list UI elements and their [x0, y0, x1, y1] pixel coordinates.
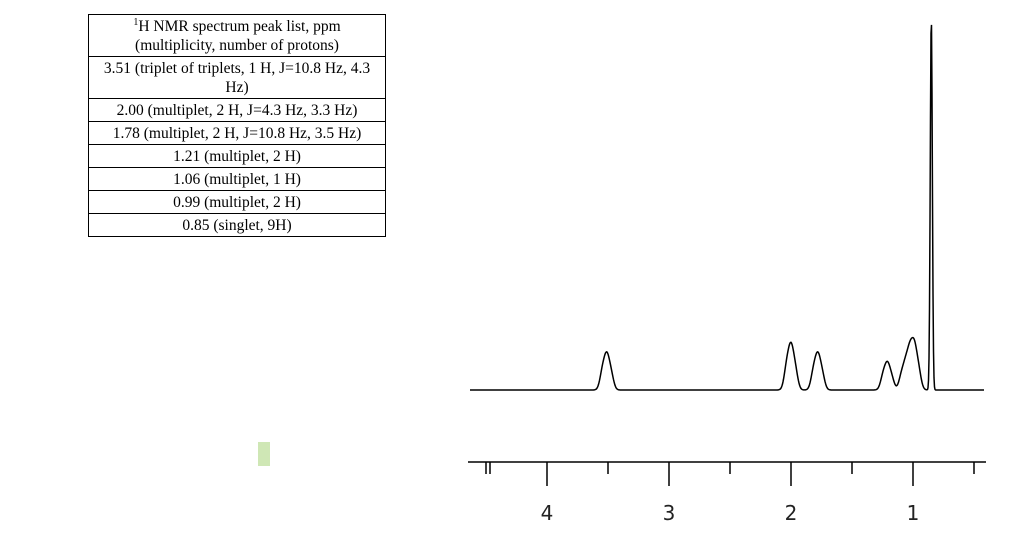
table-row: 1.21 (multiplet, 2 H): [88, 144, 386, 168]
table-cell: 1.21 (multiplet, 2 H): [88, 144, 386, 168]
tick-label: 1: [907, 501, 920, 525]
highlight-marker: [258, 442, 270, 466]
tick-label: 4: [541, 501, 554, 525]
peak-list-table: 1H NMR spectrum peak list, ppm (multipli…: [88, 14, 386, 237]
table-header-row: 1H NMR spectrum peak list, ppm (multipli…: [88, 14, 386, 57]
table-cell: 0.85 (singlet, 9H): [88, 213, 386, 237]
table-header-cell: 1H NMR spectrum peak list, ppm (multipli…: [88, 14, 386, 57]
table-header-text: H NMR spectrum peak list, ppm (multiplic…: [135, 18, 341, 54]
table-row: 1.78 (multiplet, 2 H, J=10.8 Hz, 3.5 Hz): [88, 121, 386, 145]
table-cell: 1.78 (multiplet, 2 H, J=10.8 Hz, 3.5 Hz): [88, 121, 386, 145]
table-row: 0.99 (multiplet, 2 H): [88, 190, 386, 214]
tick-label: 3: [663, 501, 676, 525]
table-row: 1.06 (multiplet, 1 H): [88, 167, 386, 191]
table-cell: 1.06 (multiplet, 1 H): [88, 167, 386, 191]
isotope-superscript: 1: [133, 16, 139, 28]
table-cell: 0.99 (multiplet, 2 H): [88, 190, 386, 214]
table-row: 3.51 (triplet of triplets, 1 H, J=10.8 H…: [88, 56, 386, 99]
tick-label: 2: [785, 501, 798, 525]
table-row: 0.85 (singlet, 9H): [88, 213, 386, 237]
table-cell: 3.51 (triplet of triplets, 1 H, J=10.8 H…: [88, 56, 386, 99]
spectrum-trace: [470, 24, 984, 391]
